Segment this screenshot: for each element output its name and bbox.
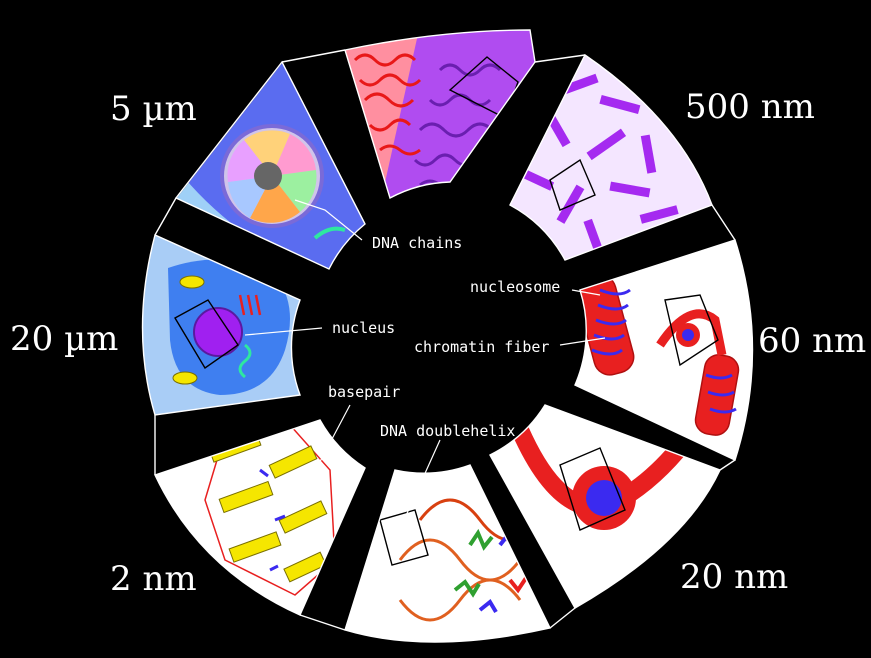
scale-label-5um: 5 µm	[110, 89, 197, 129]
panel-connectors	[154, 49, 736, 631]
scale-label-20um: 20 µm	[10, 319, 118, 359]
scale-label-20nm: 20 nm	[680, 557, 788, 597]
scale-label-2nm: 2 nm	[110, 559, 197, 599]
label-chromatin-fiber: chromatin fiber	[414, 338, 549, 356]
dna-chains-leader	[294, 199, 363, 241]
basepair-leader	[304, 404, 351, 491]
panel-tissue-20um	[142, 235, 300, 415]
nucleus-leader	[244, 327, 323, 336]
nucleosome-leader	[571, 289, 601, 296]
label-dna-doublehelix: DNA doublehelix	[380, 422, 515, 440]
label-nucleus: nucleus	[332, 319, 395, 337]
label-basepair: basepair	[328, 383, 400, 401]
dna-doublehelix-leader	[394, 439, 441, 541]
scale-label-60nm: 60 nm	[758, 321, 866, 361]
label-dna-chains: DNA chains	[372, 234, 462, 252]
label-nucleosome: nucleosome	[470, 278, 560, 296]
scale-label-500nm: 500 nm	[685, 87, 815, 127]
chromatin-fiber-leader	[559, 337, 606, 346]
